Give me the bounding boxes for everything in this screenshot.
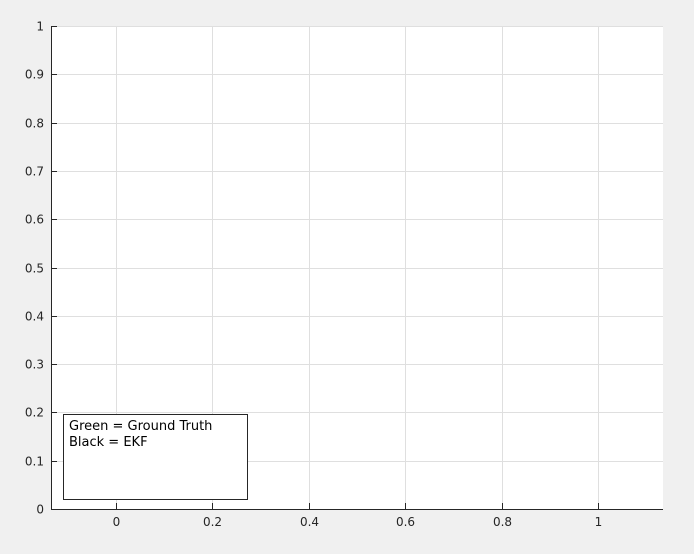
y-tick-label-4: 0.4	[25, 310, 44, 324]
y-tick-label-5: 0.5	[25, 262, 44, 276]
x-tick-label-3: 0.6	[396, 515, 415, 529]
x-tick-label-5: 1	[595, 515, 603, 529]
annotation-box: Green = Ground Truth Black = EKF	[63, 414, 248, 500]
x-tick-label-4: 0.8	[493, 515, 512, 529]
y-tick-label-2: 0.2	[25, 406, 44, 420]
y-axis-ticks: 0 0.1 0.2 0.3 0.4 0.5 0.6 0.7 0.8 0.9 1	[25, 20, 57, 517]
y-tick-label-3: 0.3	[25, 358, 44, 372]
y-tick-label-0: 0	[36, 503, 44, 517]
x-tick-label-2: 0.4	[300, 515, 319, 529]
y-tick-label-9: 0.9	[25, 68, 44, 82]
y-tick-label-8: 0.8	[25, 117, 44, 131]
annotation-line-ekf: Black = EKF	[69, 435, 148, 450]
y-tick-label-1: 0.1	[25, 455, 44, 469]
y-tick-label-10: 1	[36, 20, 44, 34]
y-tick-label-6: 0.6	[25, 213, 44, 227]
x-tick-label-0: 0	[113, 515, 121, 529]
y-tick-label-7: 0.7	[25, 165, 44, 179]
x-axis-ticks: 0 0.2 0.4 0.6 0.8 1	[113, 503, 603, 529]
axes-lines	[51, 26, 663, 510]
x-tick-label-1: 0.2	[203, 515, 222, 529]
annotation-line-ground-truth: Green = Ground Truth	[69, 419, 213, 434]
